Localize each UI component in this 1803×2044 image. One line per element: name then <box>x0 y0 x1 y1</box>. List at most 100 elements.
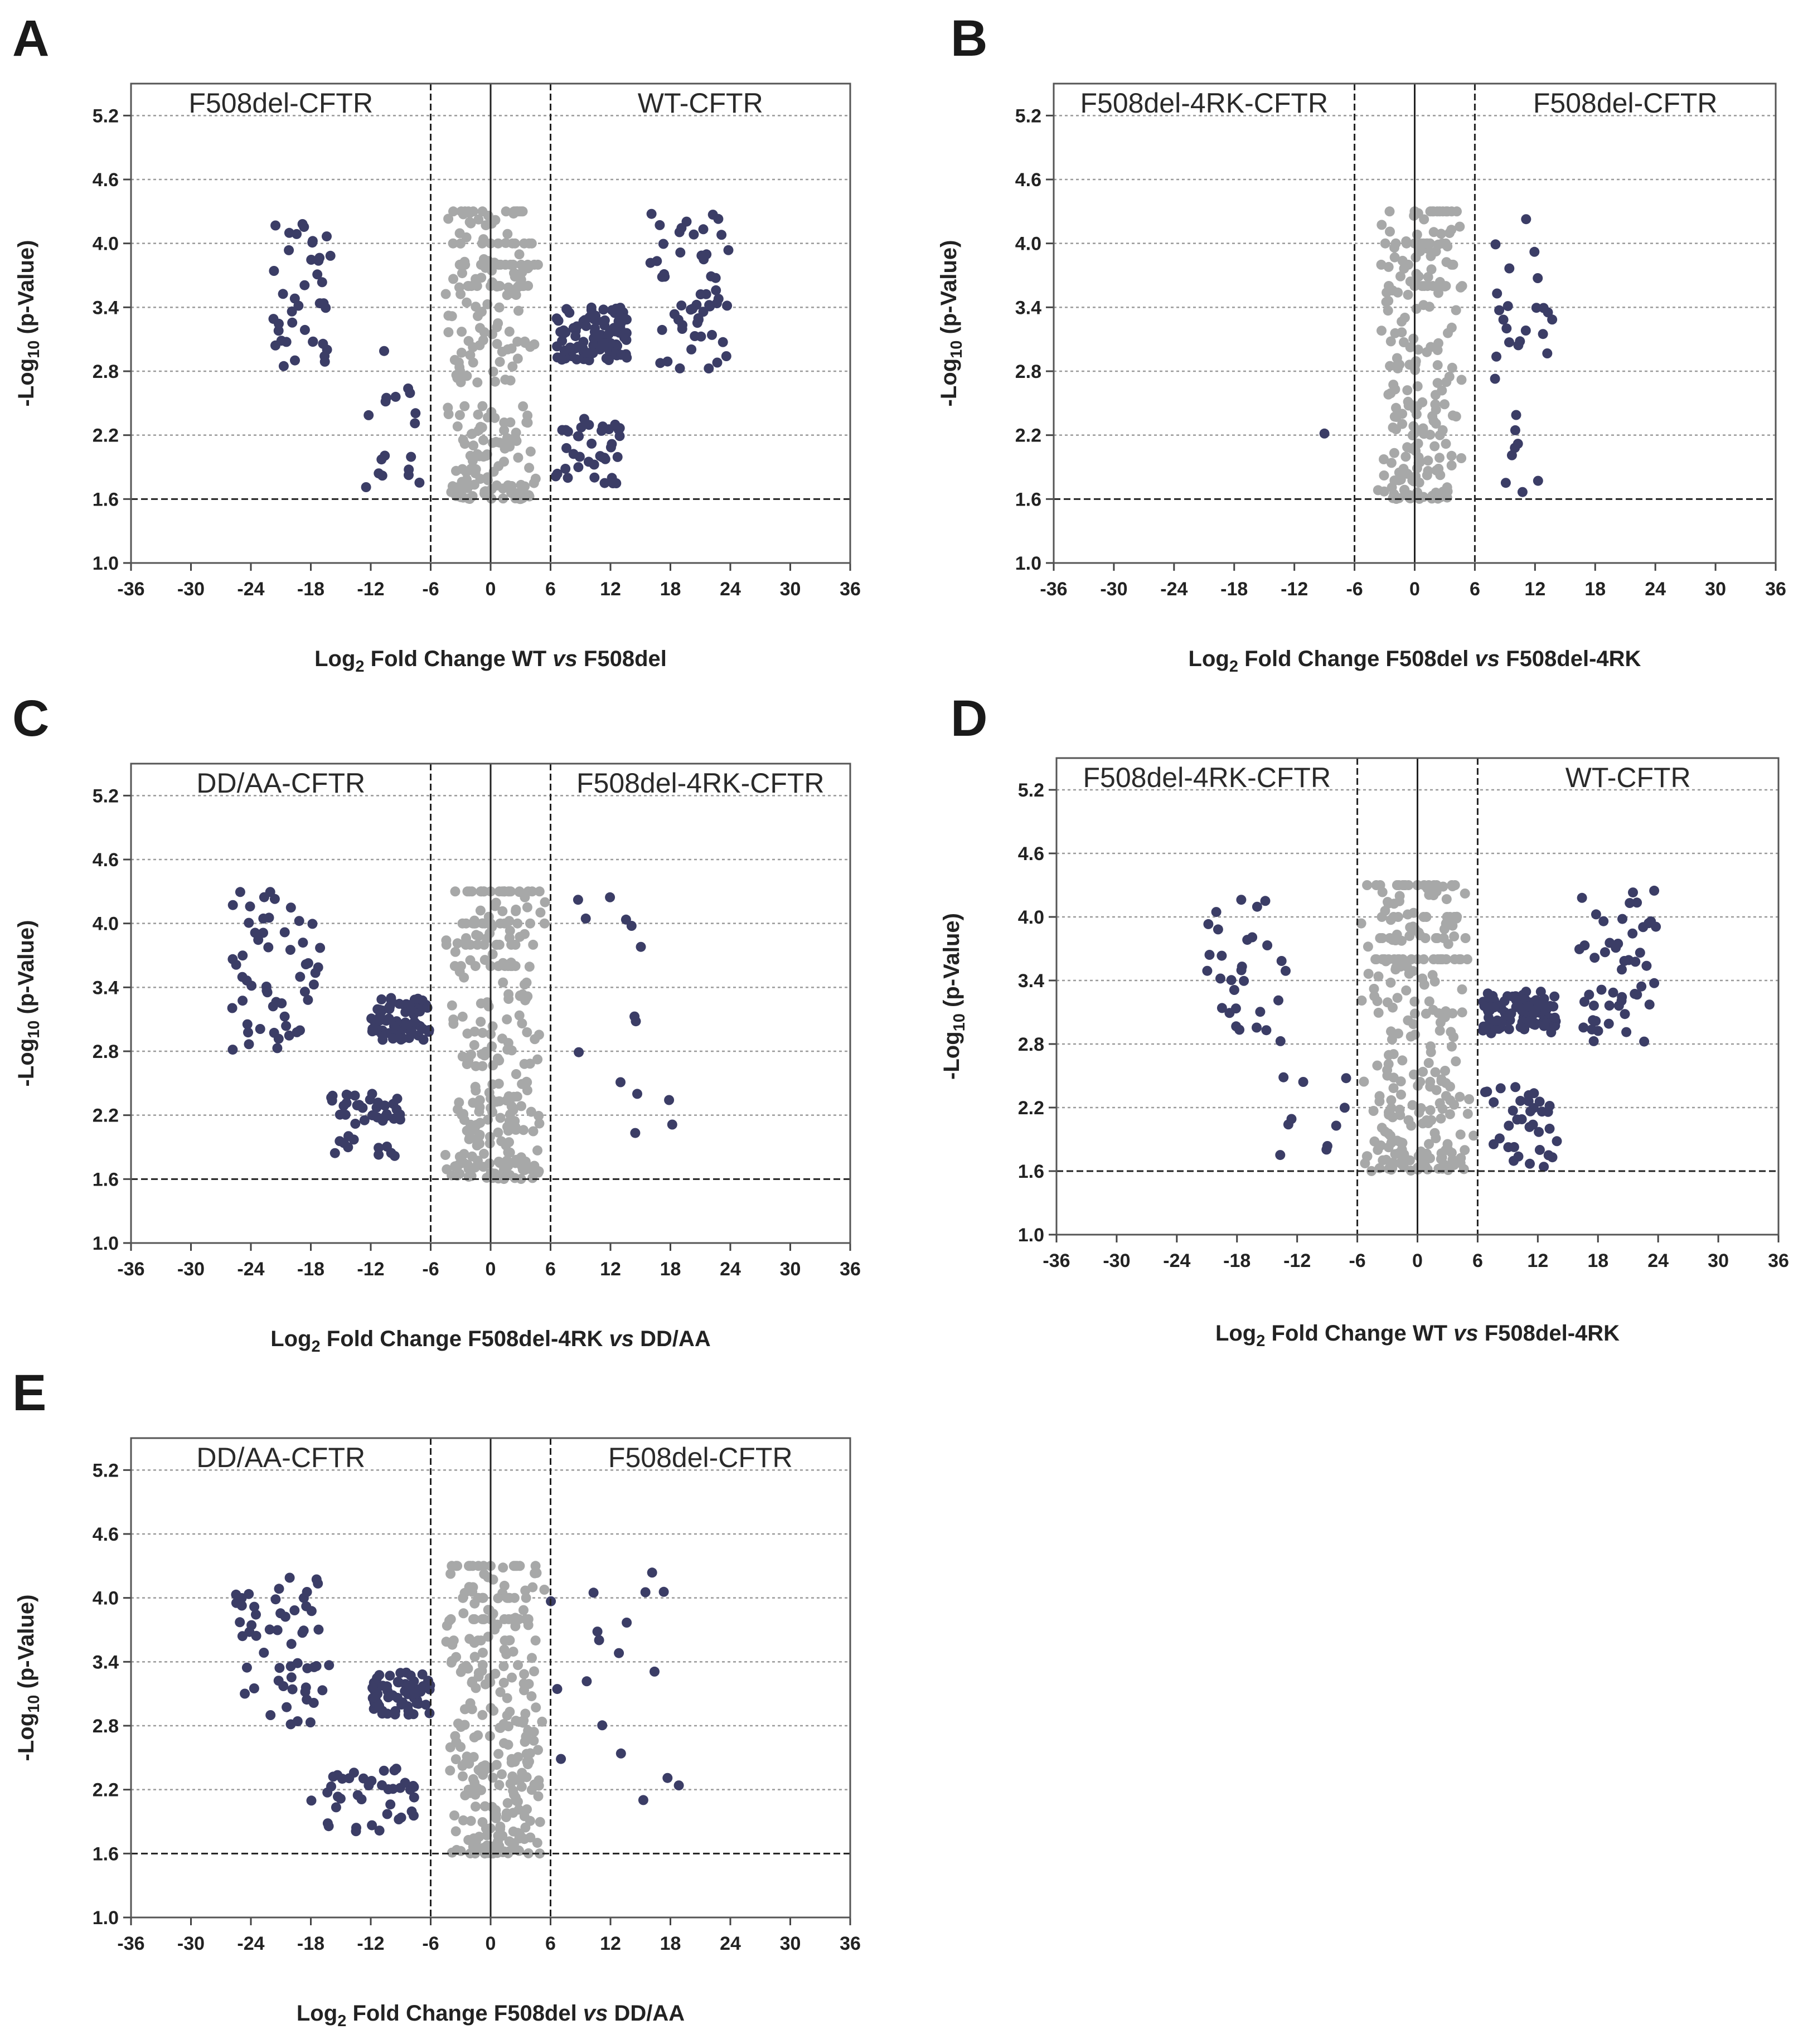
non-significant-point <box>1383 898 1394 909</box>
significant-point <box>1516 1114 1527 1124</box>
significant-point <box>712 357 723 368</box>
significant-point <box>1239 975 1249 986</box>
non-significant-point <box>521 1614 531 1624</box>
significant-point <box>282 1702 292 1712</box>
significant-point <box>1517 487 1528 497</box>
significant-point <box>328 1771 338 1782</box>
panel-e: E 1.0 1.6 2.2 2.8 3.4 4.0 4.6 5.2 -36 -30 -24 -18 -12… <box>12 1365 861 2030</box>
significant-point <box>358 1773 369 1784</box>
significant-point <box>236 1600 247 1611</box>
significant-point <box>258 913 269 924</box>
x-tick-label: 18 <box>1587 1250 1608 1271</box>
non-significant-point <box>1377 933 1388 943</box>
significant-point <box>394 1814 404 1824</box>
non-significant-point <box>1369 1136 1380 1147</box>
x-tick-label: -12 <box>357 1933 384 1954</box>
significant-point <box>244 1589 254 1599</box>
y-tick-label: 4.6 <box>93 849 119 871</box>
non-significant-point <box>1456 453 1467 463</box>
significant-point <box>694 314 704 325</box>
y-tick-label: 5.2 <box>93 1460 119 1481</box>
non-significant-point <box>1356 918 1366 929</box>
significant-point <box>382 1809 392 1819</box>
x-tick-label: 0 <box>486 1259 496 1280</box>
non-significant-point <box>1446 1027 1456 1037</box>
significant-point <box>1261 1025 1272 1036</box>
non-significant-point <box>521 1731 531 1742</box>
non-significant-point <box>469 1040 479 1050</box>
significant-point <box>604 355 614 365</box>
non-significant-point <box>1441 377 1452 387</box>
significant-point <box>1632 897 1642 908</box>
significant-point <box>235 887 245 897</box>
significant-point <box>1600 947 1610 958</box>
non-significant-point <box>508 1785 518 1796</box>
non-significant-point <box>1440 399 1450 410</box>
significant-point <box>285 902 296 913</box>
x-axis-title: Log2 Fold Change F508del-4RK vs DD/AA <box>270 1327 711 1356</box>
non-significant-point <box>1382 997 1393 1008</box>
significant-point <box>597 341 607 351</box>
non-significant-point <box>1388 1083 1399 1094</box>
non-significant-point <box>1441 954 1451 964</box>
significant-point <box>269 894 280 904</box>
significant-point <box>1226 975 1237 985</box>
significant-point <box>698 224 709 235</box>
significant-point <box>319 351 330 361</box>
significant-point <box>552 341 562 352</box>
non-significant-point <box>521 1749 532 1759</box>
non-significant-point <box>476 259 486 270</box>
significant-point <box>227 1045 238 1055</box>
significant-point <box>1620 1009 1630 1019</box>
non-significant-point <box>1441 206 1451 217</box>
significant-point <box>318 338 328 349</box>
non-significant-point <box>471 930 482 940</box>
x-tick-label: -24 <box>237 1259 264 1280</box>
significant-point <box>237 972 248 982</box>
significant-point <box>307 919 318 929</box>
non-significant-point <box>499 417 510 428</box>
significant-point <box>1275 1150 1286 1161</box>
non-significant-point <box>537 1716 547 1727</box>
y-tick-label: 3.4 <box>93 297 119 318</box>
significant-point <box>313 1624 324 1635</box>
y-axis-title: -Log10 (p-Value) <box>14 920 43 1087</box>
significant-point <box>599 315 610 326</box>
significant-point <box>632 1089 642 1099</box>
significant-point <box>255 1024 265 1034</box>
non-significant-point <box>532 1838 542 1848</box>
non-significant-point <box>1434 453 1445 463</box>
non-significant-point <box>478 1648 488 1658</box>
significant-point <box>274 1584 284 1594</box>
x-tick-label: -18 <box>297 1259 324 1280</box>
y-axis-title: -Log10 (p-Value) <box>937 240 966 407</box>
significant-point <box>278 1681 289 1691</box>
non-significant-point <box>1435 1017 1446 1028</box>
non-significant-point <box>526 1691 537 1702</box>
significant-point <box>300 1687 311 1697</box>
significant-point <box>1491 351 1501 362</box>
significant-point <box>278 361 289 371</box>
y-tick-label: 1.6 <box>93 1843 119 1865</box>
significant-point <box>1588 1001 1599 1011</box>
significant-point <box>286 1672 297 1683</box>
significant-point <box>556 355 567 365</box>
non-significant-point <box>498 1677 509 1688</box>
significant-point <box>1490 239 1501 250</box>
significant-point <box>614 327 624 338</box>
significant-point <box>1589 953 1600 963</box>
significant-point <box>640 1587 651 1598</box>
non-significant-point <box>484 1158 495 1169</box>
significant-point <box>240 1688 250 1699</box>
non-significant-point <box>535 1817 545 1827</box>
non-significant-point <box>459 972 469 983</box>
non-significant-point <box>1373 971 1384 982</box>
significant-point <box>597 1720 608 1731</box>
non-significant-point <box>1383 295 1394 306</box>
non-significant-point <box>1401 238 1412 249</box>
non-significant-point <box>511 1796 522 1807</box>
non-significant-point <box>516 259 526 270</box>
significant-point <box>317 1685 328 1696</box>
plot-frame <box>130 763 851 1244</box>
significant-point <box>1489 1139 1499 1149</box>
